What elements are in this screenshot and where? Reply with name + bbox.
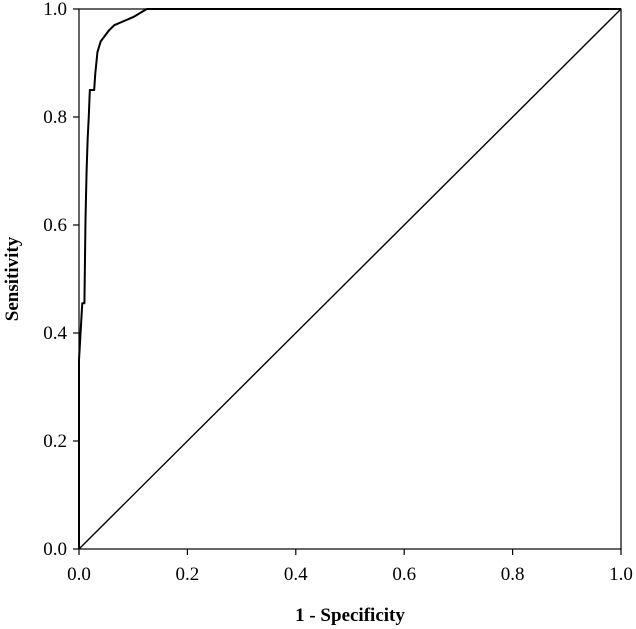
y-axis-title: Sensitivity — [2, 236, 23, 321]
x-axis-title: 1 - Specificity — [295, 605, 405, 626]
x-axis: 0.0 0.2 0.4 0.6 0.8 1.0 — [67, 549, 633, 585]
y-tick-label: 0.0 — [43, 539, 67, 560]
y-tick-label: 0.6 — [43, 215, 67, 236]
y-tick-label: 1.0 — [43, 0, 67, 20]
x-tick-label: 0.0 — [67, 564, 91, 585]
y-tick-label: 0.2 — [43, 431, 67, 452]
x-tick-label: 0.8 — [501, 564, 525, 585]
x-tick-label: 0.6 — [392, 564, 416, 585]
x-tick-label: 0.2 — [176, 564, 200, 585]
x-tick-label: 0.4 — [284, 564, 308, 585]
roc-curve — [78, 8, 621, 549]
y-tick-label: 0.4 — [43, 323, 67, 344]
y-axis: 0.0 0.2 0.4 0.6 0.8 1.0 — [43, 0, 79, 560]
y-tick-label: 0.8 — [43, 107, 67, 128]
x-tick-label: 1.0 — [609, 564, 633, 585]
series-layer — [78, 8, 622, 550]
reference-diagonal-line — [78, 8, 622, 550]
